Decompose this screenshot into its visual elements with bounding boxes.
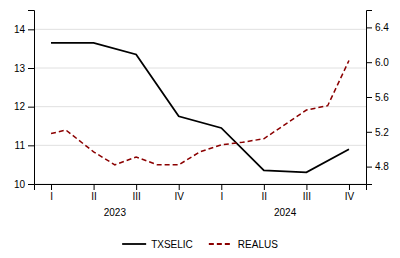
grid <box>34 29 366 184</box>
tick: 12 <box>14 101 34 112</box>
tick-label: 5.6 <box>375 92 389 103</box>
tick-label: 10 <box>14 179 26 190</box>
tick-mark <box>366 27 372 28</box>
legend-label: REALUS <box>238 239 278 250</box>
tick-mark <box>366 167 372 168</box>
tick-mark <box>28 107 34 108</box>
tick: 13 <box>14 63 34 74</box>
chart: IIIIIIIVIIIIIIIV10111213144.85.25.66.06.… <box>0 0 400 258</box>
tick-label: III <box>303 191 311 202</box>
axis-line <box>367 11 373 185</box>
grid-line <box>34 68 366 69</box>
tick: I <box>220 184 223 202</box>
tick-mark <box>28 184 34 185</box>
tick-mark <box>136 184 137 190</box>
tick-label: I <box>50 191 53 202</box>
tick-label: 13 <box>14 63 26 74</box>
y2-axis: 4.8 5.2 5.6 6.0 6.4 <box>366 11 389 185</box>
axis-line <box>35 185 367 191</box>
tick-mark <box>179 184 180 190</box>
tick-mark <box>28 68 34 69</box>
tick-mark <box>366 132 372 133</box>
tick-label: IV <box>174 191 184 202</box>
x-axis: IIIIIIIVIIIIIIIV <box>35 184 367 202</box>
tick: 6.0 <box>366 57 389 68</box>
legend-item: TXSELIC <box>122 239 193 250</box>
tick-label: I <box>220 191 223 202</box>
tick-label: 6.4 <box>375 22 389 33</box>
tick-label: 5.2 <box>375 127 389 138</box>
tick-label: 4.8 <box>375 161 389 172</box>
tick-label: II <box>262 191 268 202</box>
tick-label: IV <box>345 191 355 202</box>
tick-label: 14 <box>14 24 26 35</box>
tick: 4.8 <box>366 161 389 172</box>
legend: TXSELIC REALUS <box>122 239 278 250</box>
tick-label: 6.0 <box>375 57 389 68</box>
legend-swatch <box>209 243 233 245</box>
tick: II <box>262 184 268 202</box>
legend-label: TXSELIC <box>151 239 193 250</box>
tick: III <box>303 184 311 202</box>
grid-line <box>34 29 366 30</box>
tick-mark <box>306 184 307 190</box>
tick-mark <box>221 184 222 190</box>
tick: 5.6 <box>366 92 389 103</box>
tick: I <box>50 184 53 202</box>
annotations: 2023 2024 <box>104 207 297 218</box>
tick: IV <box>174 184 184 202</box>
legend-swatch <box>122 243 146 245</box>
tick: IV <box>345 184 355 202</box>
lines <box>51 43 349 173</box>
tick-mark <box>366 97 372 98</box>
tick: 6.4 <box>366 22 389 33</box>
tick: II <box>91 184 97 202</box>
tick: 5.2 <box>366 127 389 138</box>
y-axis: 10 11 12 13 14 <box>14 11 35 190</box>
legend-item: REALUS <box>209 239 278 250</box>
tick: 11 <box>15 140 34 151</box>
tick-label: 12 <box>14 101 26 112</box>
tick-mark <box>28 29 34 30</box>
annotation: 2024 <box>274 207 297 218</box>
tick-mark <box>264 184 265 190</box>
tick-mark <box>94 184 95 190</box>
tick: 14 <box>14 24 34 35</box>
series-line <box>51 43 349 173</box>
tick-label: 11 <box>15 140 26 151</box>
tick: III <box>132 184 140 202</box>
axis-line <box>28 11 35 185</box>
tick-label: III <box>132 191 140 202</box>
tick-label: II <box>91 191 97 202</box>
annotation: 2023 <box>104 207 127 218</box>
tick: 10 <box>14 179 34 190</box>
grid-line <box>34 145 366 146</box>
tick-mark <box>366 62 372 63</box>
tick-mark <box>28 145 34 146</box>
grid-line <box>34 106 366 107</box>
tick-mark <box>51 184 52 190</box>
tick-mark <box>349 184 350 190</box>
plot: IIIIIIIVIIIIIIIV10111213144.85.25.66.06.… <box>14 11 389 219</box>
series-line <box>51 60 349 164</box>
